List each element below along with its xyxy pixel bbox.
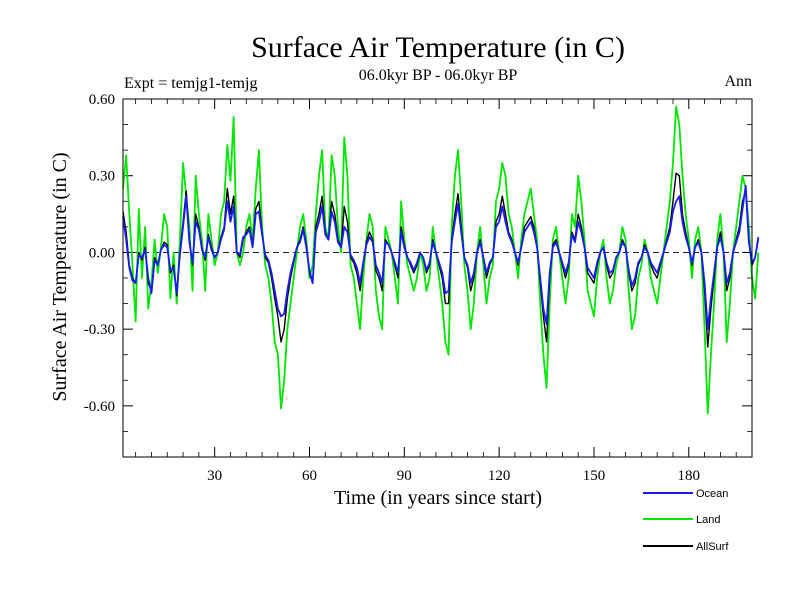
series-line-land: [122, 105, 760, 415]
experiment-label: Expt = temjg1-temjg: [124, 75, 257, 92]
series-line-allsurf: [122, 172, 760, 348]
y-axis-label: Surface Air Temperature (in C): [49, 152, 71, 401]
x-tick-label: 90: [397, 468, 412, 484]
plot-frame: [122, 98, 753, 458]
y-tick-label: 0.60: [89, 92, 115, 108]
axis-tick-labels: 30 60 90 120 150 180 0.60 0.30 0.00 -0.30 -0.60: [84, 92, 700, 484]
series-line-ocean: [122, 185, 760, 331]
y-tick-label: 0.00: [89, 245, 115, 261]
legend-label-allsurf: AllSurf: [696, 541, 729, 553]
y-tick-label: 0.30: [89, 169, 115, 185]
x-tick-label: 150: [583, 468, 606, 484]
y-tick-label: -0.30: [84, 322, 115, 338]
x-axis-label: Time (in years since start): [334, 487, 542, 509]
x-tick-label: 120: [488, 468, 511, 484]
series-layer: [122, 105, 760, 415]
y-tick-label: -0.60: [84, 399, 115, 415]
x-tick-label: 60: [302, 468, 317, 484]
legend-label-land: Land: [696, 514, 720, 526]
chart-title: Surface Air Temperature (in C): [251, 31, 625, 64]
x-tick-label: 180: [678, 468, 701, 484]
legend-label-ocean: Ocean: [696, 488, 728, 500]
legend: Ocean Land AllSurf: [643, 488, 729, 553]
x-tick-label: 30: [207, 468, 222, 484]
chart-subtitle: 06.0kyr BP - 06.0kyr BP: [359, 67, 518, 84]
season-label: Ann: [724, 73, 752, 90]
